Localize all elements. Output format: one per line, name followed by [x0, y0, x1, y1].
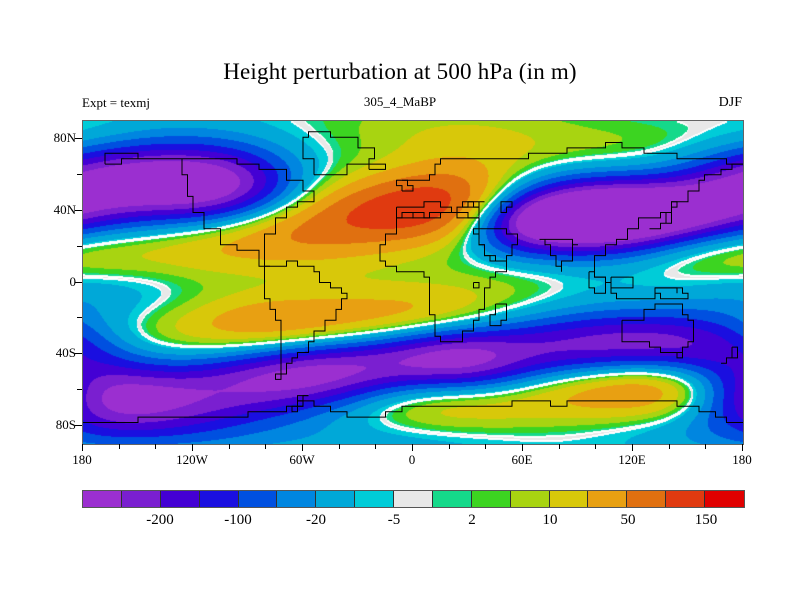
coastline-path — [650, 202, 678, 229]
coastline-path — [611, 277, 633, 288]
colorbar-tick-label: -200 — [146, 512, 174, 528]
x-axis-minor-tick — [155, 444, 157, 449]
colorbar-tick-label: -20 — [306, 512, 326, 528]
colorbar-band — [471, 491, 511, 507]
y-axis-major-tick — [75, 137, 82, 139]
x-axis-tick-label: 180 — [732, 452, 752, 467]
x-axis-minor-tick — [558, 444, 560, 449]
x-axis-minor-tick — [375, 444, 377, 449]
y-axis-tick-label: 80N — [53, 129, 76, 145]
map-plot-area — [82, 120, 744, 445]
coastline-path — [474, 283, 480, 288]
x-axis-major-tick — [742, 444, 743, 451]
x-axis-tick-label: 0 — [408, 452, 416, 467]
x-axis-minor-tick — [668, 444, 670, 449]
coastline-path — [380, 213, 507, 342]
y-axis-minor-tick — [77, 173, 82, 175]
coastline-path — [490, 304, 507, 326]
colorbar-band — [83, 491, 122, 507]
figure-subtitle: 305_4_MaBP — [363, 94, 437, 109]
experiment-label: Expt = texmj — [82, 95, 150, 110]
season-label: DJF — [718, 95, 742, 110]
coastline-path — [622, 304, 694, 353]
colorbar-band — [549, 491, 589, 507]
page-title: Height perturbation at 500 hPa (in m) — [223, 59, 577, 84]
x-axis-major-tick — [522, 444, 523, 451]
coastline-path — [292, 396, 309, 412]
coastline-path — [721, 347, 738, 363]
colorbar-band — [588, 491, 628, 507]
colorbar-tick-label: -5 — [387, 512, 401, 528]
x-axis-minor-tick — [338, 444, 340, 449]
colorbar-band — [355, 491, 394, 507]
y-axis-tick-label: 80S — [55, 417, 76, 433]
colorbar — [82, 490, 745, 508]
coastline-path — [677, 353, 683, 358]
colorbar-band — [316, 491, 356, 507]
colorbar-band — [277, 491, 317, 507]
coastline-path — [397, 180, 414, 191]
coastline-path — [655, 288, 688, 299]
x-axis-tick-label: 60W — [289, 452, 315, 467]
coastline-path — [402, 143, 743, 181]
y-axis-minor-tick — [77, 317, 82, 319]
x-axis-major-tick — [632, 444, 633, 451]
colorbar-band — [238, 491, 278, 507]
colorbar-tick-label: -100 — [224, 512, 252, 528]
colorbar-band — [705, 491, 744, 507]
x-axis-minor-tick — [265, 444, 267, 449]
coastline-path — [479, 229, 518, 261]
y-axis-major-tick — [75, 353, 82, 355]
y-axis-major-tick — [75, 281, 82, 283]
x-axis-tick-label: 180 — [72, 452, 92, 467]
coastline-path — [501, 202, 512, 213]
colorbar-band — [199, 491, 239, 507]
coastline-path — [265, 261, 348, 379]
colorbar-band — [432, 491, 472, 507]
coastline-path — [397, 202, 480, 218]
coastline-path — [595, 164, 744, 299]
x-axis-minor-tick — [595, 444, 597, 449]
colorbar-tick-label: 50 — [620, 512, 636, 528]
colorbar-tick-label: 2 — [468, 512, 476, 528]
colorbar-band — [394, 491, 433, 507]
x-axis-tick-label: 60E — [511, 452, 533, 467]
coastline-path — [105, 153, 314, 266]
colorbar-band — [510, 491, 550, 507]
x-axis-tick-label: 120W — [176, 452, 208, 467]
x-axis-major-tick — [82, 444, 83, 451]
y-axis-tick-label: 40S — [55, 345, 76, 361]
x-axis-minor-tick — [228, 444, 230, 449]
x-axis-minor-tick — [705, 444, 707, 449]
x-axis-major-tick — [302, 444, 303, 451]
y-axis-major-tick — [75, 425, 82, 427]
x-axis-minor-tick — [448, 444, 450, 449]
x-axis-minor-tick — [118, 444, 120, 449]
y-axis-major-tick — [75, 209, 82, 211]
coastline-path — [83, 396, 743, 423]
colorbar-tick-label: 10 — [542, 512, 558, 528]
x-axis-minor-tick — [485, 444, 487, 449]
coastline-path — [303, 132, 375, 175]
colorbar-band — [627, 491, 667, 507]
coastline-overlay — [83, 121, 743, 444]
y-axis-minor-tick — [77, 245, 82, 247]
colorbar-band — [160, 491, 200, 507]
y-axis-minor-tick — [77, 389, 82, 391]
y-axis-tick-label: 0 — [69, 273, 77, 289]
x-axis-major-tick — [192, 444, 193, 451]
coastline-path — [540, 239, 579, 266]
coastline-path — [463, 202, 485, 207]
colorbar-tick-label: 150 — [694, 512, 718, 528]
colorbar-band — [666, 491, 705, 507]
y-axis-tick-label: 40N — [53, 201, 76, 217]
coastline-path — [589, 272, 606, 294]
colorbar-band — [121, 491, 161, 507]
x-axis-major-tick — [412, 444, 413, 451]
coastline-path — [369, 164, 386, 169]
x-axis-tick-label: 120E — [618, 452, 646, 467]
